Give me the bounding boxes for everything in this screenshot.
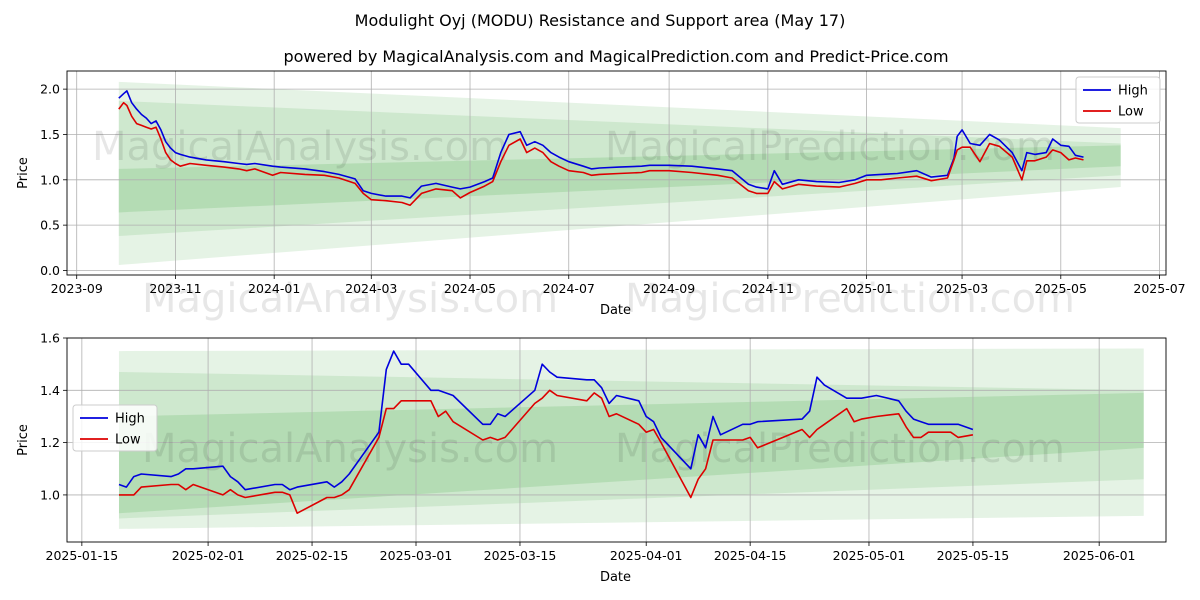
watermark: MagicalAnalysis.com: [92, 124, 508, 170]
legend: High Low: [72, 404, 158, 452]
y-tick-label: 1.6: [40, 331, 60, 346]
x-tick-label: 2025-01-15: [46, 548, 119, 563]
x-tick-label: 2023-11: [149, 281, 201, 296]
chart-panel-1: 2023-09 2023-11 2024-01 2024-03 2024-05 2024-…: [16, 70, 1186, 322]
x-tick-label: 2025-05: [1035, 281, 1087, 296]
x-tick-label: 2024-09: [643, 281, 695, 296]
grid-and-axes: 2023-09 2023-11 2024-01 2024-03 2024-05 2024-…: [40, 71, 1186, 296]
x-axis-label: Date: [600, 303, 631, 318]
y-tick-label: 1.2: [40, 435, 60, 450]
legend: High Low: [1075, 76, 1161, 124]
x-tick-label: 2024-11: [742, 281, 794, 296]
series-line-low: [118, 101, 1084, 206]
legend-label-low: Low: [115, 433, 141, 448]
x-tick-label: 2024-03: [345, 281, 397, 296]
series-lines: [118, 90, 1084, 206]
y-tick-label: 1.4: [40, 383, 60, 398]
band-2: [118, 372, 1144, 519]
y-tick-label: 1.0: [40, 172, 60, 187]
watermark: MagicalAnalysis.com: [142, 426, 558, 472]
y-axis-label: Price: [16, 157, 31, 189]
chart-title: Modulight Oyj (MODU) Resistance and Supp…: [355, 11, 846, 30]
watermark: MagicalAnalysis.com: [142, 276, 558, 322]
series-line-high: [118, 90, 1084, 199]
plot-frame: [66, 70, 1167, 276]
chart-panel-2: 2025-01-15 2025-02-01 2025-02-15 2025-03-01…: [16, 331, 1167, 585]
band-1: [118, 348, 1144, 529]
band-3: [118, 145, 1121, 213]
watermark: MagicalPrediction.com: [615, 426, 1065, 472]
y-tick-label: 1.5: [40, 127, 60, 142]
x-tick-label: 2025-04-15: [714, 548, 787, 563]
x-tick-label: 2024-07: [543, 281, 595, 296]
x-tick-label: 2025-05-01: [833, 548, 906, 563]
x-tick-label: 2025-03-01: [380, 548, 453, 563]
grid-and-axes: 2025-01-15 2025-02-01 2025-02-15 2025-03-01…: [40, 331, 1166, 563]
y-axis-label: Price: [16, 424, 31, 456]
x-tick-label: 2025-05-15: [937, 548, 1010, 563]
x-tick-label: 2024-05: [444, 281, 496, 296]
series-lines: [118, 350, 974, 514]
legend-label-high: High: [115, 412, 145, 427]
x-tick-label: 2025-06-01: [1063, 548, 1136, 563]
x-tick-label: 2025-07: [1133, 281, 1185, 296]
plot-frame: [66, 337, 1167, 543]
y-tick-label: 0.5: [40, 218, 60, 233]
x-tick-label: 2025-02-15: [276, 548, 349, 563]
x-tick-label: 2025-04-01: [610, 548, 683, 563]
x-tick-label: 2025-02-01: [172, 548, 245, 563]
watermark: MagicalPrediction.com: [625, 276, 1075, 322]
series-line-low: [119, 389, 974, 514]
y-tick-label: 2.0: [40, 82, 60, 97]
x-tick-label: 2025-01: [840, 281, 892, 296]
x-tick-label: 2024-01: [248, 281, 300, 296]
chart-subtitle: powered by MagicalAnalysis.com and Magic…: [283, 47, 948, 66]
series-line-high: [118, 350, 974, 491]
x-axis-label: Date: [600, 570, 631, 585]
x-tick-label: 2023-09: [51, 281, 103, 296]
legend-label-low: Low: [1118, 105, 1144, 120]
y-tick-label: 1.0: [40, 487, 60, 502]
legend-label-high: High: [1118, 84, 1148, 99]
band-3: [118, 392, 1144, 514]
y-tick-label: 0.0: [40, 263, 60, 278]
x-tick-label: 2025-03-15: [484, 548, 557, 563]
support-resistance-bands: [118, 348, 1144, 529]
x-tick-label: 2025-03: [936, 281, 988, 296]
